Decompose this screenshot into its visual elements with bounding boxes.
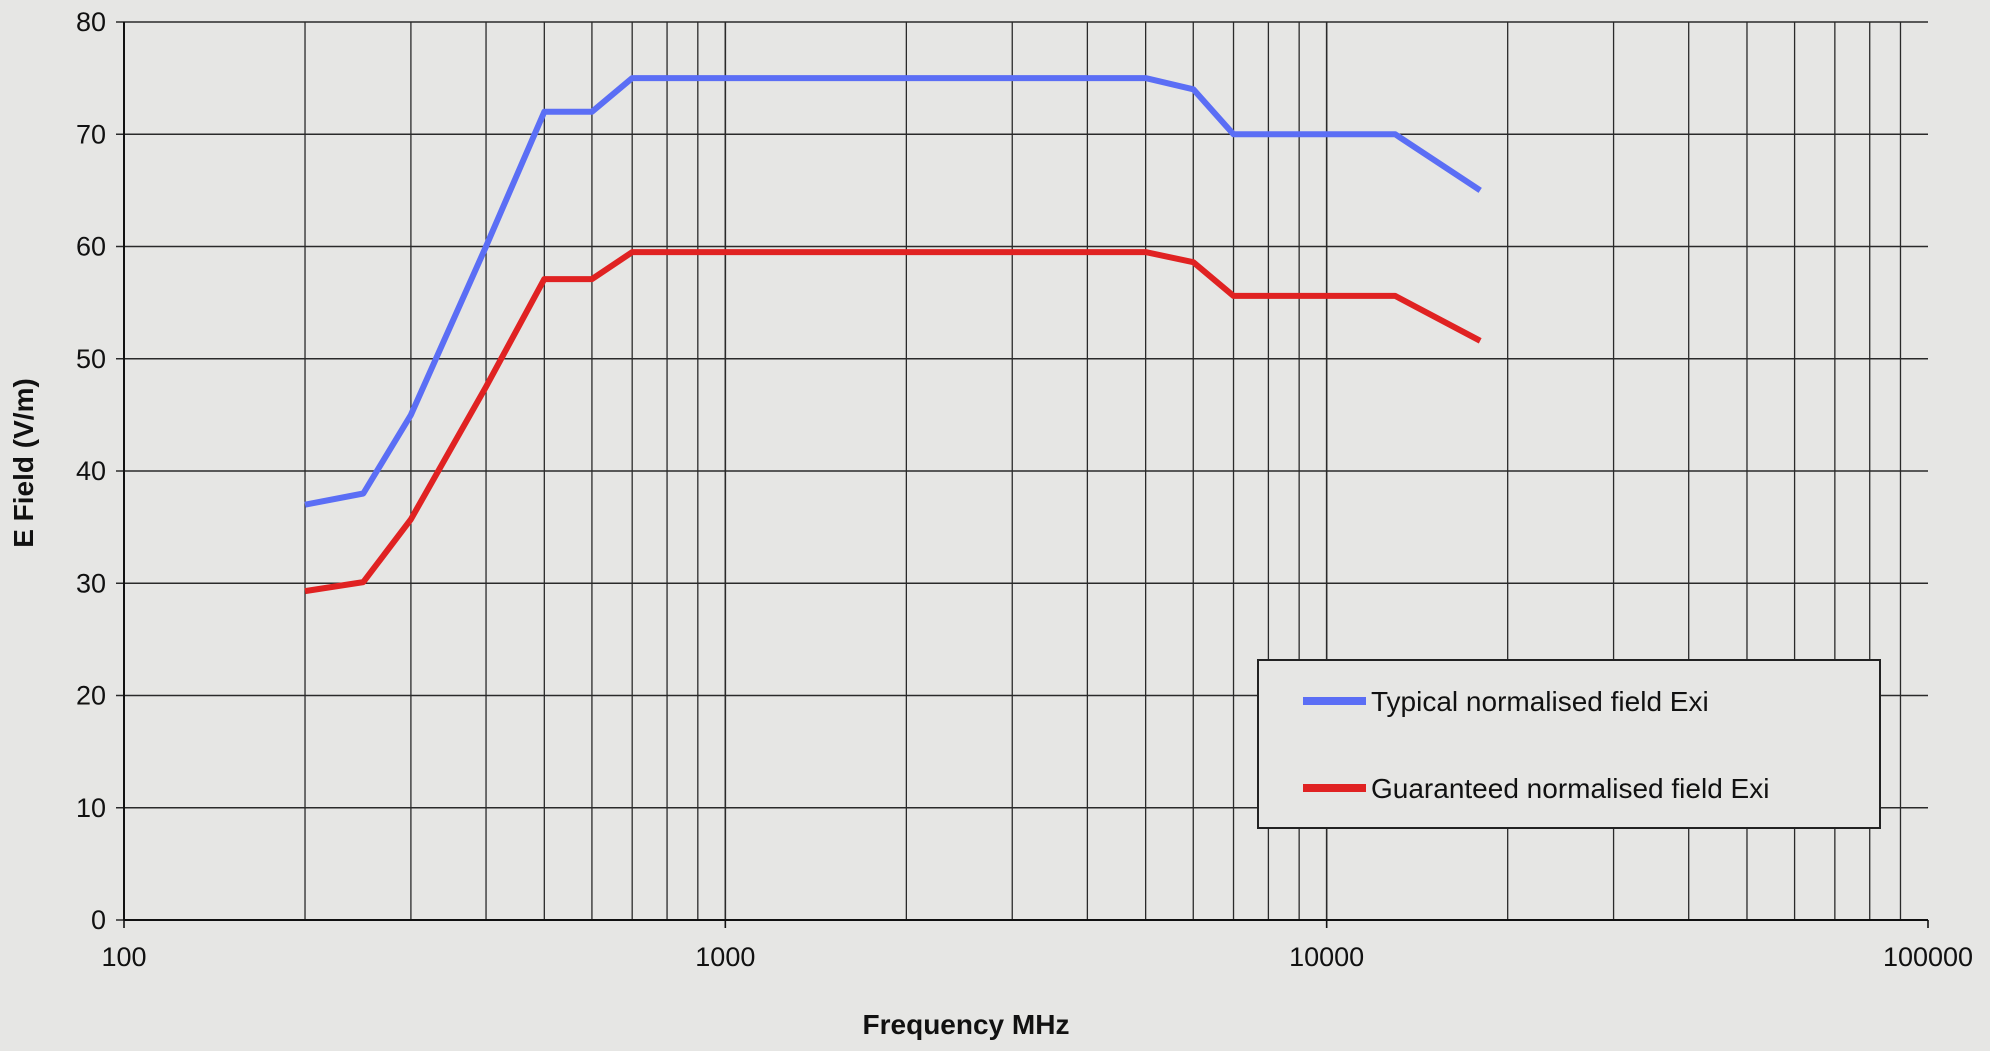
x-tick-label: 10000 bbox=[1289, 942, 1364, 972]
y-tick-label: 70 bbox=[76, 119, 106, 149]
y-tick-label: 50 bbox=[76, 344, 106, 374]
x-tick-label: 100000 bbox=[1883, 942, 1973, 972]
series-group bbox=[304, 75, 1482, 595]
y-tick-label: 80 bbox=[76, 7, 106, 37]
y-axis-title: E Field (V/m) bbox=[8, 378, 39, 548]
legend-label-1: Typical normalised field Exi bbox=[1371, 686, 1709, 717]
axes: 0 10 20 30 40 50 60 70 80 100 1000 10000 100000 bbox=[76, 7, 1973, 972]
y-tick-label: 0 bbox=[91, 905, 106, 935]
legend: Typical normalised field Exi Guaranteed n… bbox=[1257, 659, 1881, 829]
x-tick-label: 1000 bbox=[695, 942, 755, 972]
y-tick-label: 40 bbox=[76, 456, 106, 486]
series-line-2 bbox=[304, 249, 1482, 595]
x-tick-label: 100 bbox=[101, 942, 146, 972]
legend-label-2: Guaranteed normalised field Exi bbox=[1371, 773, 1769, 804]
x-axis-title: Frequency MHz bbox=[863, 1009, 1070, 1040]
y-tick-label: 10 bbox=[76, 793, 106, 823]
legend-box bbox=[1257, 659, 1881, 829]
y-tick-label: 20 bbox=[76, 681, 106, 711]
series-line-1 bbox=[304, 75, 1482, 508]
y-tick-label: 60 bbox=[76, 232, 106, 262]
y-tick-label: 30 bbox=[76, 568, 106, 598]
